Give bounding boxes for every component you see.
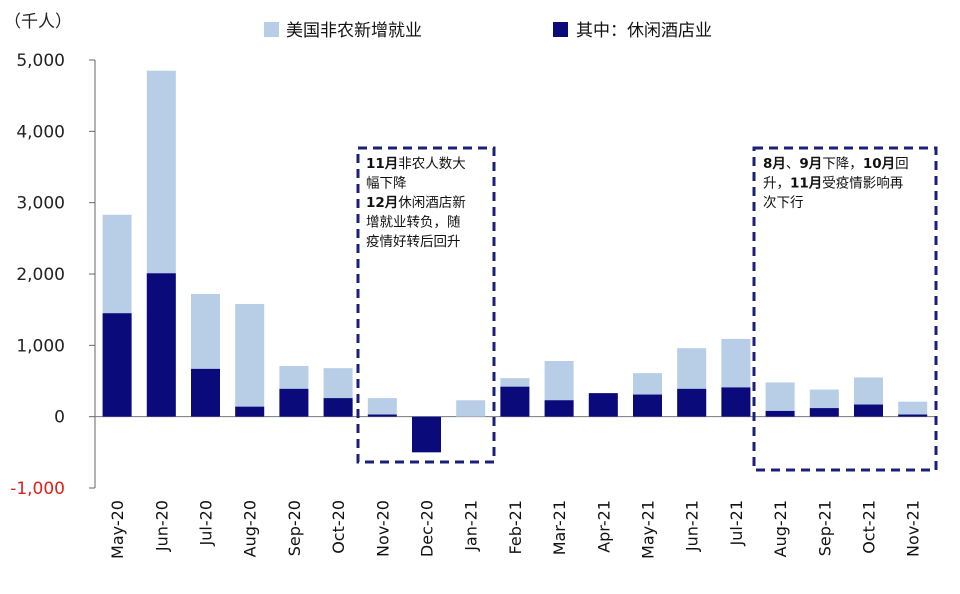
x-tick-label: Aug-21: [771, 500, 790, 557]
bar-leisure-Jul-20: [191, 368, 220, 417]
y-tick-label: 1,000: [16, 336, 65, 356]
x-tick-label: May-20: [108, 500, 127, 559]
axes: （千人） -1,000 0 1,000 2,000 3,000 4,000 5,000 May-…: [4, 12, 935, 559]
annotation-text: 疫情好转后回升: [366, 234, 461, 250]
bar-leisure-Dec-20: [412, 416, 441, 453]
x-tick-label: May-21: [639, 500, 658, 559]
bar-total-Nov-20: [367, 398, 397, 417]
annotation-box: [356, 146, 496, 464]
bars: [102, 70, 928, 453]
bar-leisure-Mar-21: [544, 400, 574, 417]
x-tick-label: Aug-20: [241, 500, 260, 557]
bar-leisure-May-20: [102, 313, 132, 417]
bar-leisure-Jun-21: [677, 388, 707, 417]
y-unit-label: （千人）: [4, 12, 72, 32]
x-tick-label: Feb-21: [506, 500, 525, 554]
bar-total-Aug-20: [235, 303, 265, 417]
bar-leisure-May-21: [633, 394, 662, 417]
x-tick-label: Nov-20: [373, 500, 392, 557]
bar-leisure-Aug-20: [235, 406, 265, 417]
bar-total-Jan-21: [456, 400, 486, 417]
y-tick-label: 2,000: [16, 265, 65, 285]
legend-swatch: [553, 22, 568, 37]
annotation-text: 增就业转负，随: [366, 215, 461, 231]
x-tick-label: Oct-20: [329, 500, 348, 554]
bar-total-Nov-21: [898, 401, 928, 417]
y-tick-label: 4,000: [16, 122, 65, 142]
x-tick-label: Oct-21: [860, 500, 879, 554]
bar-leisure-Oct-21: [854, 404, 883, 417]
bar-leisure-Nov-20: [367, 414, 397, 417]
x-tick-label: Jul-21: [727, 500, 746, 546]
x-tick-label: Jun-20: [152, 500, 171, 552]
annotation-text: 8月、9月下降，10月回: [763, 156, 909, 172]
y-tick-label: 0: [54, 408, 65, 428]
x-tick-label: Apr-21: [594, 500, 613, 553]
annotation-text: 12月休闲酒店新: [366, 195, 466, 211]
x-tick-label: Jan-21: [462, 500, 481, 552]
x-tick-label: Jun-21: [683, 500, 702, 552]
annotation-box: [752, 146, 938, 472]
legend-label: 美国非农新增就业: [286, 21, 422, 41]
bar-leisure-Jul-21: [721, 387, 751, 417]
legend-label: 其中：休闲酒店业: [576, 21, 712, 41]
annotation-text: 次下行: [763, 195, 804, 211]
y-tick-label: -1,000: [10, 479, 65, 499]
bar-leisure-Aug-21: [765, 410, 795, 417]
bar-leisure-Jun-20: [146, 273, 176, 417]
x-tick-label: Dec-20: [418, 500, 437, 557]
legend-swatch: [264, 22, 279, 37]
bar-leisure-Apr-21: [588, 393, 618, 417]
x-tick-label: Sep-21: [815, 500, 834, 556]
annotation-text: 升，11月受疫情影响再: [763, 176, 903, 192]
bar-leisure-Nov-21: [898, 414, 928, 417]
bar-leisure-Sep-21: [809, 408, 839, 417]
y-tick-label: 3,000: [16, 194, 65, 214]
x-tick-label: Jul-20: [197, 500, 216, 546]
legend: 美国非农新增就业 其中：休闲酒店业: [264, 21, 712, 41]
bar-leisure-Oct-20: [323, 398, 353, 417]
bar-leisure-Sep-20: [279, 388, 309, 417]
bar-leisure-Feb-21: [500, 386, 530, 417]
x-tick-label: Nov-21: [904, 500, 923, 557]
y-tick-label: 5,000: [16, 51, 65, 71]
annotation-text: 11月非农人数大: [366, 156, 466, 172]
x-tick-label: Sep-20: [285, 500, 304, 556]
annotation-text: 幅下降: [366, 176, 407, 192]
x-tick-label: Mar-21: [550, 500, 569, 555]
